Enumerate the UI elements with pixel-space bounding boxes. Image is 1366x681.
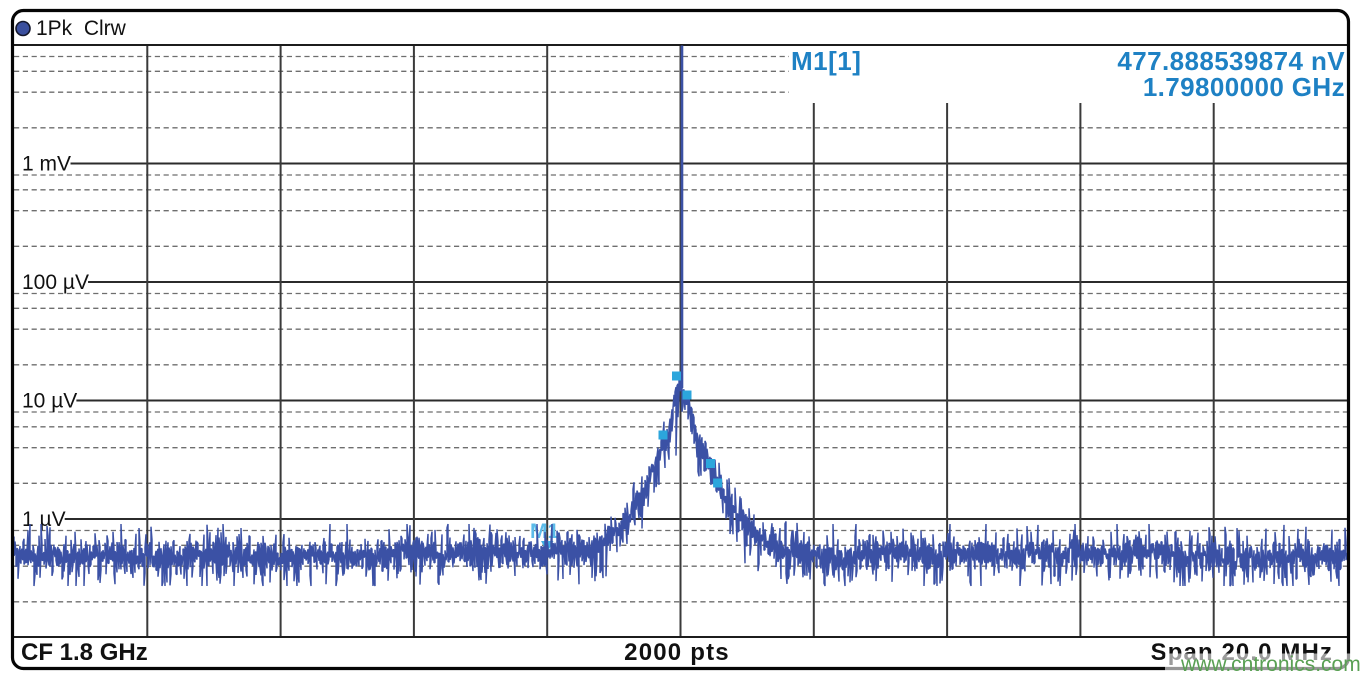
svg-text:477.888539874 nV: 477.888539874 nV [1117, 46, 1345, 76]
svg-text:2000 pts: 2000 pts [624, 639, 730, 666]
svg-text:www.cntronics.com: www.cntronics.com [1180, 653, 1361, 676]
svg-text:1.79800000 GHz: 1.79800000 GHz [1143, 72, 1345, 102]
svg-text:1 mV: 1 mV [22, 153, 71, 176]
svg-text:CF 1.8 GHz: CF 1.8 GHz [21, 639, 148, 666]
svg-text:10 µV: 10 µV [22, 390, 77, 413]
svg-text:1 µV: 1 µV [22, 508, 66, 531]
svg-text:M1[1]: M1[1] [791, 46, 861, 76]
svg-text:100 µV: 100 µV [22, 271, 89, 294]
svg-text:1Pk Clrw: 1Pk Clrw [36, 17, 127, 40]
